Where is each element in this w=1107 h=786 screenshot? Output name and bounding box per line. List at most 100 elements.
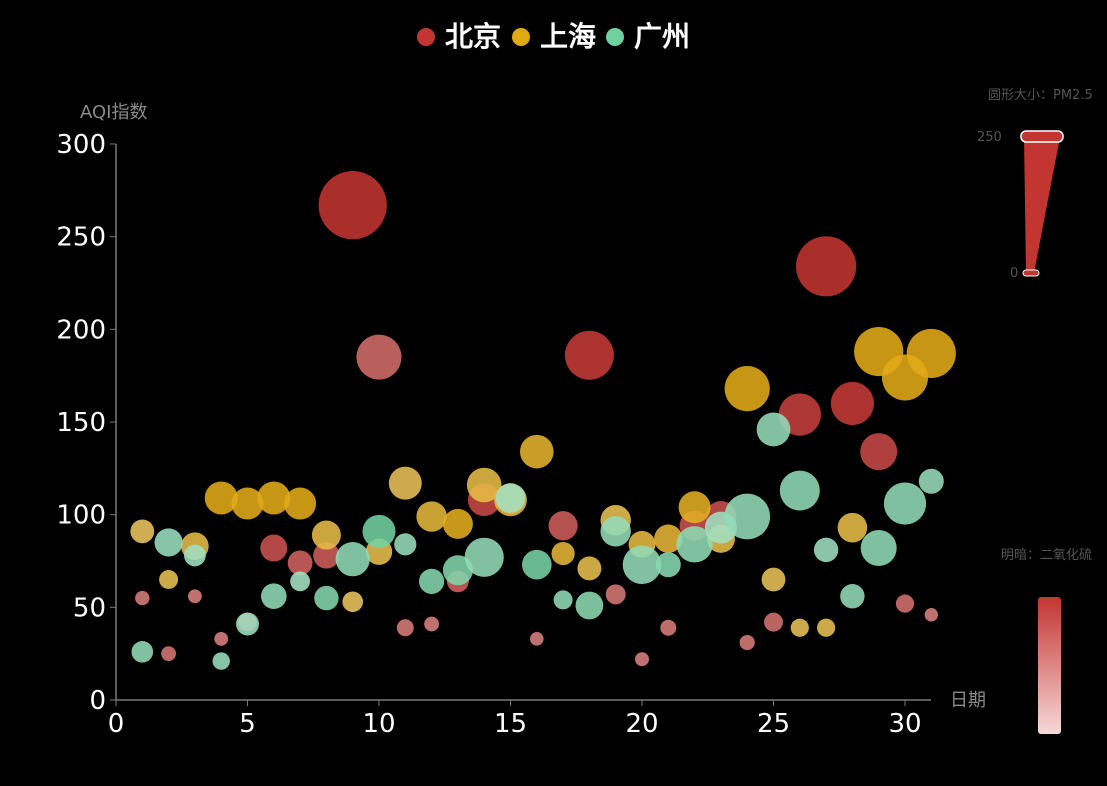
bubble-shanghai[interactable] (311, 520, 341, 550)
bubble-guangzhou[interactable] (464, 537, 504, 577)
x-axis-name: 日期 (950, 690, 986, 711)
y-tick-label: 150 (56, 408, 106, 438)
bubble-guangzhou[interactable] (813, 537, 839, 563)
bubble-shanghai[interactable] (906, 328, 956, 379)
bubble-shanghai[interactable] (551, 541, 575, 566)
bubble-shanghai[interactable] (388, 466, 422, 500)
legend-item-guangzhou[interactable]: 广州 (606, 20, 690, 53)
size-visualmap-bottom-handle[interactable] (1022, 269, 1040, 277)
bubble-beijing[interactable] (396, 619, 414, 637)
bubble-shanghai[interactable] (342, 591, 364, 613)
legend: 北京 上海 广州 (417, 20, 690, 53)
bubble-beijing[interactable] (188, 589, 202, 604)
bubble-beijing[interactable] (895, 594, 915, 613)
legend-item-beijing[interactable]: 北京 (417, 20, 501, 53)
bubble-beijing[interactable] (161, 646, 177, 662)
y-tick-label: 250 (56, 223, 106, 253)
legend-label-shanghai: 上海 (540, 20, 596, 53)
bubble-guangzhou[interactable] (314, 585, 339, 611)
bubble-beijing[interactable] (214, 631, 229, 646)
bubble-beijing[interactable] (830, 381, 875, 426)
bubble-shanghai[interactable] (790, 618, 809, 637)
bubble-shanghai[interactable] (724, 366, 770, 412)
legend-marker-shanghai (512, 28, 530, 46)
bubble-shanghai[interactable] (257, 481, 291, 515)
bubble-guangzhou[interactable] (779, 470, 820, 511)
bubble-shanghai[interactable] (130, 519, 155, 544)
series-guangzhou (131, 412, 944, 670)
y-tick-label: 50 (73, 593, 106, 623)
bubble-beijing[interactable] (605, 584, 626, 605)
bubble-guangzhou[interactable] (236, 612, 259, 636)
bubble-shanghai[interactable] (678, 491, 711, 524)
x-tick-label: 0 (108, 709, 125, 739)
bubble-guangzhou[interactable] (860, 530, 897, 567)
y-tick-label: 100 (56, 501, 106, 531)
series-beijing (135, 171, 938, 667)
bubble-guangzhou[interactable] (131, 641, 154, 663)
bubble-guangzhou[interactable] (212, 652, 230, 670)
bubble-shanghai[interactable] (761, 567, 786, 592)
bubble-guangzhou[interactable] (394, 533, 417, 556)
bubble-shanghai[interactable] (204, 481, 238, 515)
bubble-shanghai[interactable] (284, 487, 317, 520)
bubble-beijing[interactable] (739, 634, 755, 651)
bubble-beijing[interactable] (318, 171, 387, 240)
bubble-guangzhou[interactable] (724, 493, 771, 540)
y-tick-label: 0 (89, 686, 106, 716)
bubble-guangzhou[interactable] (600, 516, 631, 547)
bubble-guangzhou[interactable] (756, 412, 791, 447)
bubble-shanghai[interactable] (654, 524, 683, 553)
bubble-guangzhou[interactable] (362, 514, 396, 548)
bubble-guangzhou[interactable] (522, 549, 552, 580)
bubble-beijing[interactable] (424, 616, 439, 632)
bubble-guangzhou[interactable] (676, 526, 713, 563)
bubble-guangzhou[interactable] (261, 583, 287, 610)
bubble-beijing[interactable] (796, 236, 857, 297)
legend-marker-guangzhou (606, 28, 624, 46)
bubble-shanghai[interactable] (817, 618, 836, 637)
bubble-shanghai[interactable] (416, 501, 447, 532)
bubble-guangzhou[interactable] (655, 552, 681, 578)
y-axis-name: AQI指数 (80, 102, 147, 123)
bubble-guangzhou[interactable] (495, 483, 526, 513)
bubble-beijing[interactable] (313, 542, 340, 569)
bubble-shanghai[interactable] (159, 570, 179, 590)
bubble-guangzhou[interactable] (154, 528, 183, 557)
bubble-shanghai[interactable] (231, 487, 264, 520)
bubble-beijing[interactable] (660, 619, 677, 636)
bubble-guangzhou[interactable] (883, 482, 927, 525)
bubble-beijing[interactable] (356, 334, 402, 380)
size-visualmap-wedge (1024, 137, 1060, 273)
bubble-shanghai[interactable] (466, 467, 502, 503)
bubble-beijing[interactable] (135, 590, 150, 606)
bubble-beijing[interactable] (924, 608, 938, 622)
bubble-shanghai[interactable] (520, 434, 554, 469)
bubble-beijing[interactable] (287, 550, 313, 576)
bubble-guangzhou[interactable] (575, 591, 604, 620)
bubble-beijing[interactable] (764, 612, 783, 632)
lightness-visualmap: 明暗：二氧化硫 (1001, 548, 1092, 734)
bubble-shanghai[interactable] (442, 508, 473, 539)
bubble-beijing[interactable] (548, 511, 578, 541)
legend-item-shanghai[interactable]: 上海 (512, 20, 596, 53)
bubble-guangzhou[interactable] (184, 544, 206, 567)
bubble-beijing[interactable] (260, 534, 288, 562)
bubble-guangzhou[interactable] (419, 568, 445, 594)
legend-label-beijing: 北京 (445, 20, 501, 53)
bubble-beijing[interactable] (530, 632, 544, 646)
bubble-guangzhou[interactable] (553, 590, 573, 610)
bubble-guangzhou[interactable] (840, 584, 865, 609)
y-tick-label: 300 (56, 130, 106, 160)
bubble-guangzhou[interactable] (918, 468, 944, 494)
bubble-guangzhou[interactable] (335, 542, 370, 577)
bubble-guangzhou[interactable] (290, 571, 310, 592)
bubble-shanghai[interactable] (577, 556, 602, 581)
bubble-guangzhou[interactable] (622, 545, 662, 585)
bubble-beijing[interactable] (860, 433, 898, 471)
size-visualmap-top-handle[interactable] (1020, 130, 1064, 143)
bubble-beijing[interactable] (635, 652, 649, 667)
bubble-shanghai[interactable] (837, 512, 868, 543)
lightness-visualmap-bar[interactable] (1038, 597, 1061, 734)
bubble-beijing[interactable] (564, 330, 614, 380)
